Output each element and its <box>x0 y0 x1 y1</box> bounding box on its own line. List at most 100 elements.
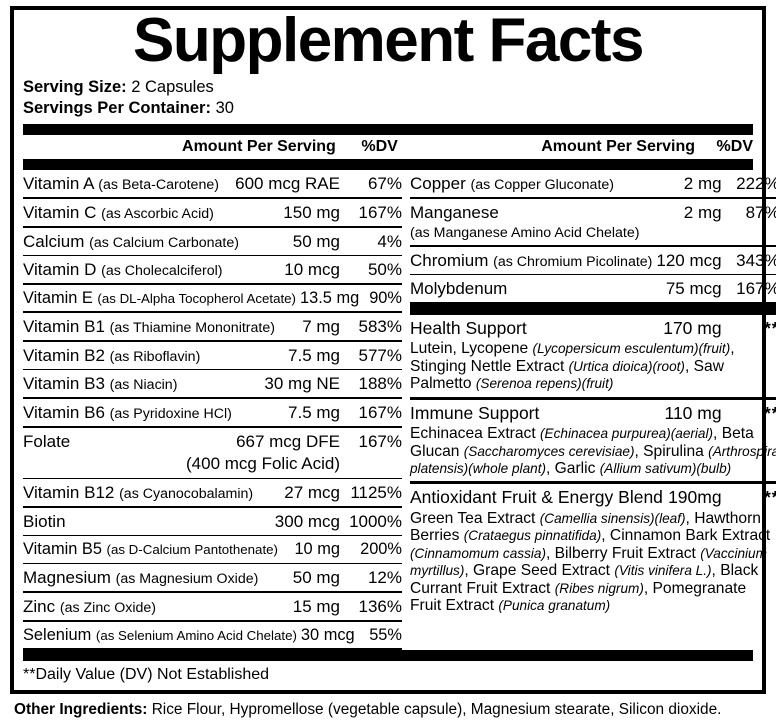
nutrient-dv: 50% <box>367 260 402 280</box>
dv-header-left: %DV <box>361 138 398 156</box>
nutrient-source: (as Thiamine Mononitrate) <box>109 319 275 336</box>
nutrient-row: Magnesium (as Magnesium Oxide) 50 mg 12% <box>23 564 402 591</box>
nutrient-source: (as Beta-Carotene) <box>98 177 219 194</box>
nutrient-source: (as Magnesium Oxide) <box>115 571 259 588</box>
nutrient-row: Vitamin B1 (as Thiamine Mononitrate) 7 mg… <box>23 313 402 340</box>
nutrient-row: Vitamin D (as Cholecalciferol) 10 mcg 50% <box>23 256 402 283</box>
nutrient-name: Vitamin D (as Cholecalciferol) <box>23 260 223 280</box>
other-ingredients: Other Ingredients: Rice Flour, Hypromell… <box>10 694 766 719</box>
nutrient-amount: 10 mcg <box>284 260 340 280</box>
nutrient-amount: 50 mg <box>292 568 340 588</box>
nutrient-dv: 167% <box>358 402 402 422</box>
nutrient-source: (as Calcium Carbonate) <box>89 234 239 251</box>
nutrient-dv: 167% <box>736 279 776 299</box>
nutrient-dv: 1125% <box>350 483 402 503</box>
blend-ingredients: Green Tea Extract (Camellia sinensis)(le… <box>410 509 771 615</box>
nutrient-name: Vitamin B12 (as Cyanocobalamin) <box>23 483 254 503</box>
nutrient-dv: 200% <box>360 540 402 559</box>
label-panel: Supplement Facts Serving Size: 2 Capsule… <box>10 6 776 694</box>
servings-per-container-label: Servings Per Container: <box>23 99 211 117</box>
other-ingredients-value: Rice Flour, Hypromellose (vegetable caps… <box>151 700 722 718</box>
nutrient-name: Selenium (as Selenium Amino Acid Chelate… <box>23 625 297 644</box>
row-divider <box>23 283 402 285</box>
row-divider <box>23 254 402 257</box>
nutrient-dv: 87% <box>745 202 776 222</box>
nutrient-source: (as Copper Gluconate) <box>470 177 615 194</box>
blend-name: Antioxidant Fruit & Energy Blend <box>410 487 663 508</box>
row-divider <box>410 273 776 276</box>
blend-dv: ** <box>763 317 776 338</box>
nutrient-columns: Vitamin A (as Beta-Carotene) 600 mcg RAE 6… <box>23 170 776 650</box>
page-title: Supplement Facts <box>133 6 645 75</box>
nutrient-row: Biotin 300 mcg 1000% <box>23 508 402 535</box>
nutrient-row: Folate 667 mcg DFE 167% <box>23 428 402 455</box>
nutrient-source: (as Cholecalciferol) <box>101 263 223 280</box>
nutrient-name: Vitamin B5 (as D-Calcium Pantothenate) <box>23 540 278 559</box>
blend-amount: 170 mg <box>663 317 722 338</box>
nutrient-amount: 15 mg <box>292 596 340 616</box>
nutrient-name: Vitamin B2 (as Riboflavin) <box>23 345 201 365</box>
nutrient-source: (as Riboflavin) <box>109 348 201 365</box>
nutrient-dv: 4% <box>377 231 402 251</box>
nutrient-row: Manganese 2 mg 87% <box>410 199 776 226</box>
row-divider <box>23 197 402 199</box>
nutrient-name: Magnesium (as Magnesium Oxide) <box>23 568 259 588</box>
column-header-left: Amount Per Serving %DV <box>23 138 398 156</box>
nutrient-name: Chromium (as Chromium Picolinate) <box>410 250 653 270</box>
nutrient-dv: 222% <box>736 174 776 194</box>
row-divider <box>23 397 402 399</box>
nutrient-row: Vitamin C (as Ascorbic Acid) 150 mg 167% <box>23 199 402 226</box>
row-divider <box>410 197 776 199</box>
nutrient-name: Vitamin B3 (as Niacin) <box>23 374 178 394</box>
blend-ingredients: Lutein, Lycopene (Lycopersicum esculentu… <box>410 340 735 393</box>
row-divider <box>23 226 402 228</box>
nutrient-name: Copper (as Copper Gluconate) <box>410 174 615 194</box>
column-headers: Amount Per Serving %DV Amount Per Servin… <box>23 135 753 159</box>
nutrient-dv: 343% <box>736 250 776 270</box>
blend-name: Health Support <box>410 317 527 338</box>
divider-thick-bottom <box>23 649 753 661</box>
nutrient-name: Manganese <box>410 202 499 222</box>
nutrient-source: (as Cyanocobalamin) <box>119 486 254 503</box>
nutrient-source: (as Ascorbic Acid) <box>101 205 214 222</box>
servings-per-container-line: Servings Per Container: 30 <box>23 98 753 119</box>
nutrient-dv: 188% <box>358 374 402 394</box>
nutrient-amount: 50 mg <box>292 231 340 251</box>
nutrient-second-line: (as Manganese Amino Acid Chelate) <box>410 224 640 241</box>
nutrient-row: Chromium (as Chromium Picolinate) 120 mcg… <box>410 247 776 274</box>
nutrient-name: Vitamin B1 (as Thiamine Mononitrate) <box>23 316 275 336</box>
nutrient-source: (as Zinc Oxide) <box>59 599 157 616</box>
row-divider <box>23 534 402 537</box>
nutrient-name: Vitamin E (as DL-Alpha Tocopherol Acetat… <box>23 288 296 307</box>
amount-per-serving-header-right: Amount Per Serving <box>541 138 695 156</box>
blend-header: Immune Support 110 mg ** <box>410 400 776 425</box>
nutrient-row: Selenium (as Selenium Amino Acid Chelate… <box>23 622 402 648</box>
blend-header: Health Support 170 mg ** <box>410 315 776 340</box>
row-divider <box>410 245 776 247</box>
nutrient-name: Vitamin C (as Ascorbic Acid) <box>23 202 214 222</box>
other-ingredients-label: Other Ingredients: <box>14 700 148 718</box>
nutrient-amount: 7 mg <box>302 316 340 336</box>
row-divider <box>23 311 402 313</box>
row-divider <box>23 591 402 593</box>
amount-per-serving-header-left: Amount Per Serving <box>182 138 336 156</box>
nutrient-amount: 75 mcg <box>665 279 722 299</box>
blend-name: Immune Support <box>410 402 540 423</box>
nutrient-row: Vitamin B12 (as Cyanocobalamin) 27 mcg 112… <box>23 479 402 506</box>
nutrient-source: (as Chromium Picolinate) <box>493 253 653 270</box>
nutrient-source: (as DL-Alpha Tocopherol Acetate) <box>97 290 296 306</box>
nutrient-amount: 30 mcg <box>300 625 355 644</box>
blend-amount: 110 mg <box>664 402 722 423</box>
row-divider <box>23 648 402 650</box>
dv-header-right: %DV <box>716 138 753 156</box>
nutrient-dv: 67% <box>367 174 402 194</box>
nutrient-dv: 1000% <box>349 511 402 531</box>
nutrient-name: Folate <box>23 431 71 451</box>
blend-ingredients: Echinacea Extract (Echinacea purpurea)(a… <box>410 425 776 477</box>
servings-per-container-value: 30 <box>215 99 234 117</box>
nutrient-amount: 600 mcg RAE <box>235 174 340 194</box>
row-divider <box>23 562 402 565</box>
row-divider <box>23 426 402 428</box>
footnote: **Daily Value (DV) Not Established <box>23 665 270 683</box>
